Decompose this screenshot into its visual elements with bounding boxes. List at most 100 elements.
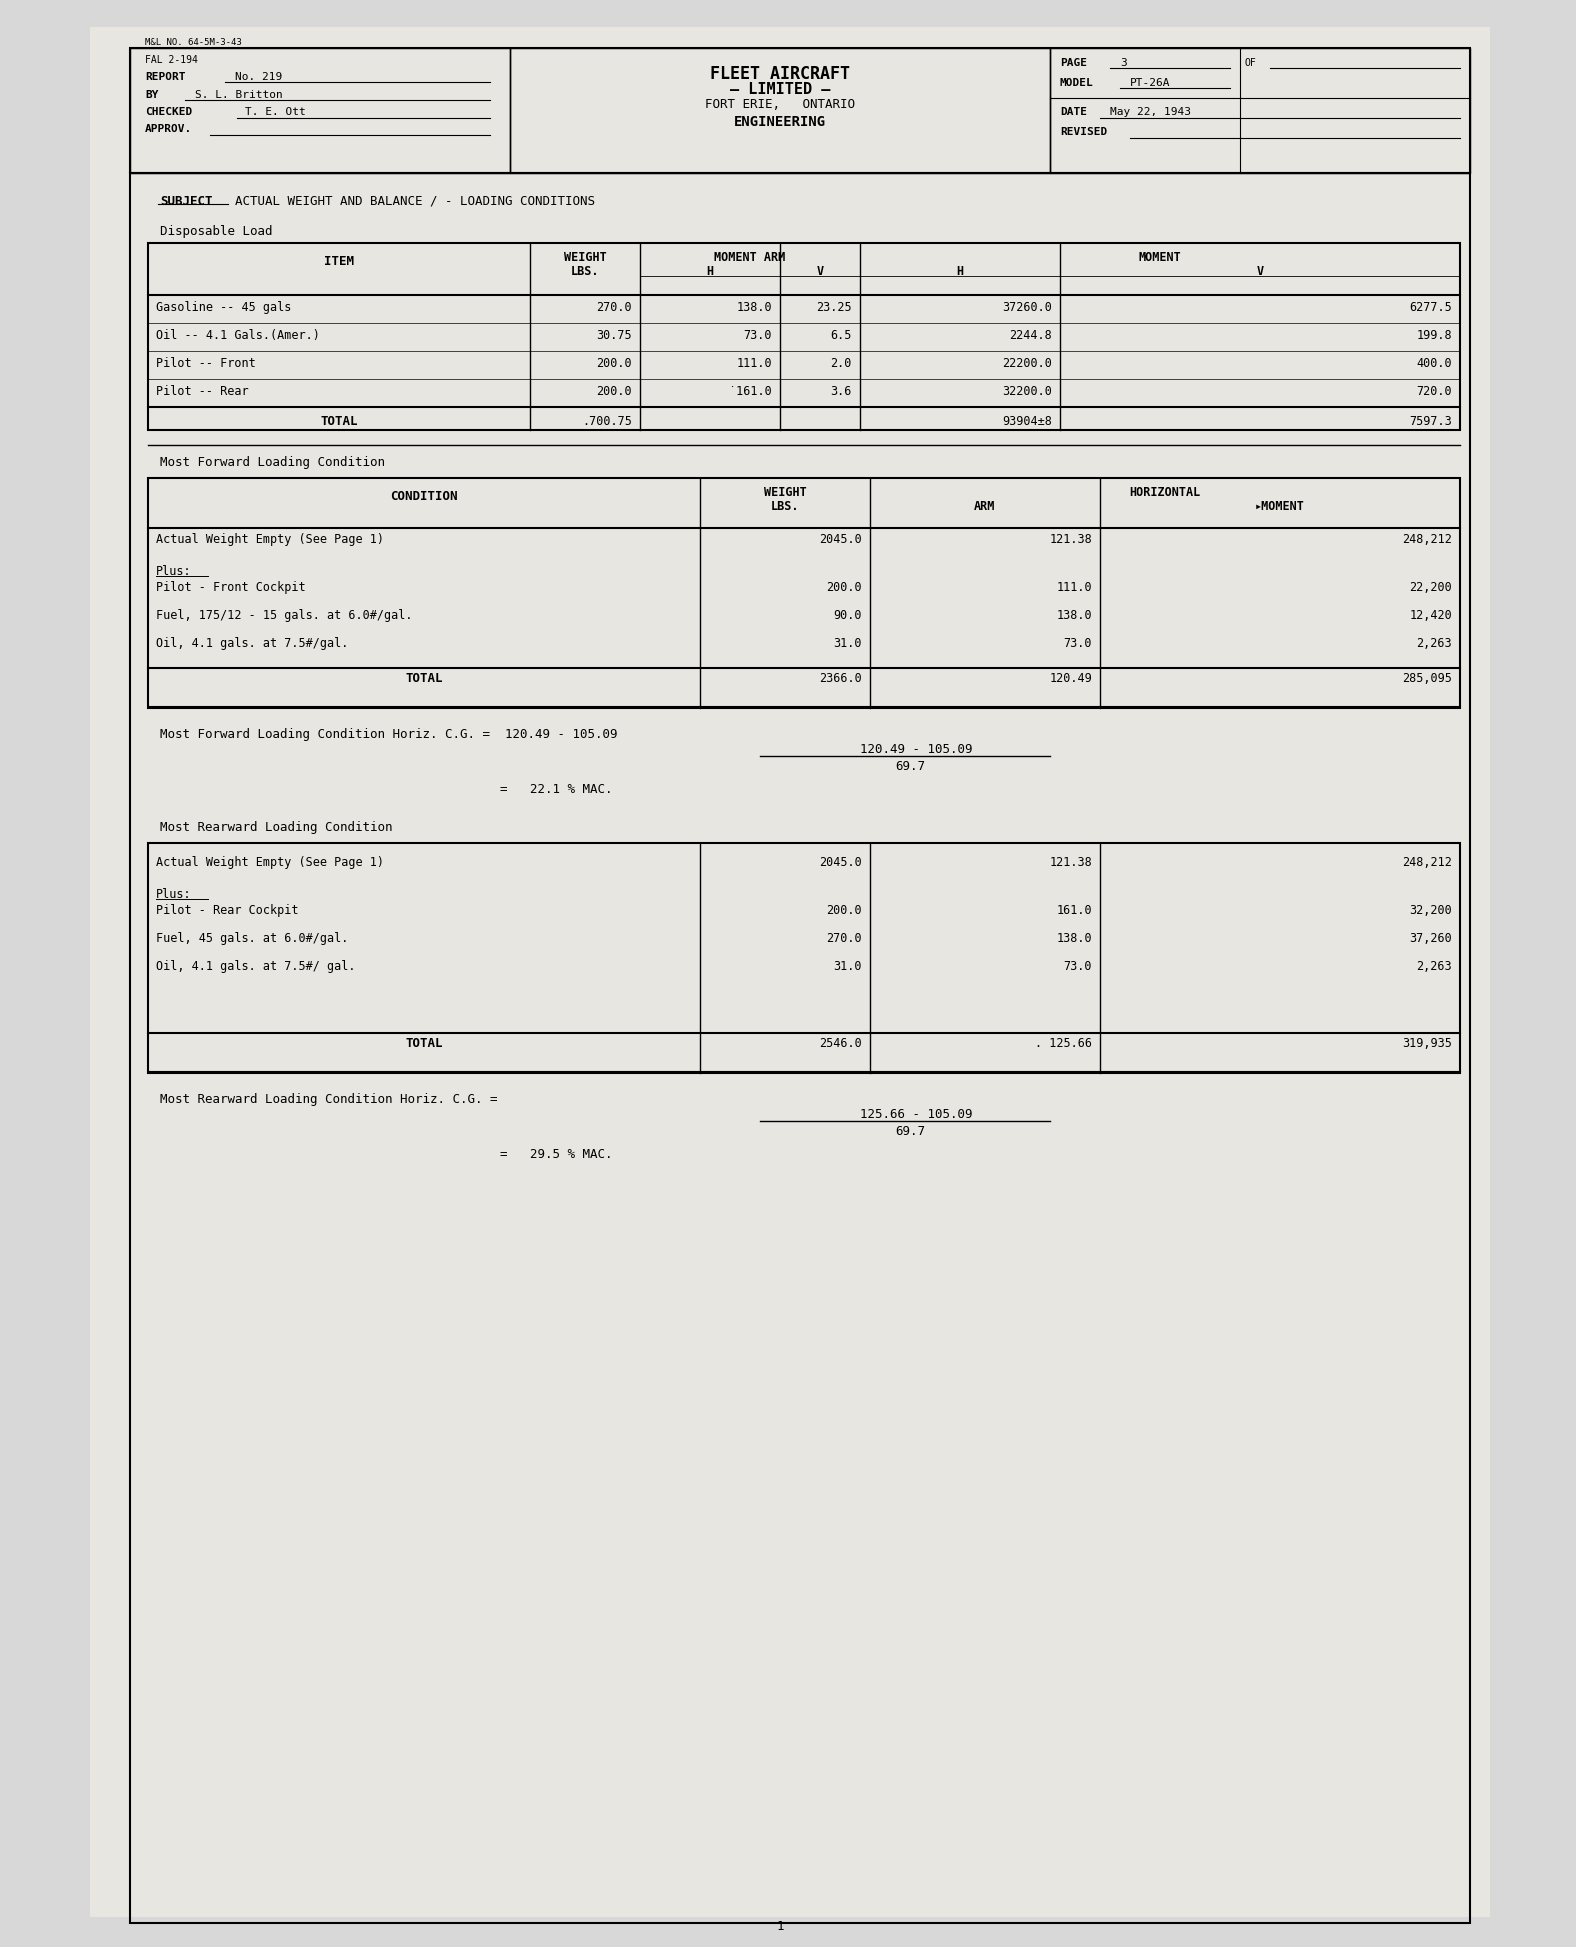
Text: ENGINEERING: ENGINEERING bbox=[734, 115, 826, 129]
Text: 12,420: 12,420 bbox=[1409, 609, 1451, 621]
Text: M&L NO. 64-5M-3-43: M&L NO. 64-5M-3-43 bbox=[145, 39, 241, 47]
Text: HORIZONTAL: HORIZONTAL bbox=[1130, 487, 1201, 498]
Text: MODEL: MODEL bbox=[1061, 78, 1094, 88]
Bar bbox=[90, 27, 1489, 1918]
Text: 2045.0: 2045.0 bbox=[820, 533, 862, 545]
Text: 37,260: 37,260 bbox=[1409, 933, 1451, 944]
Text: 270.0: 270.0 bbox=[596, 302, 632, 313]
Text: 2366.0: 2366.0 bbox=[820, 672, 862, 685]
Text: Plus:: Plus: bbox=[156, 888, 192, 901]
Text: TOTAL: TOTAL bbox=[405, 672, 443, 685]
Text: 6.5: 6.5 bbox=[831, 329, 853, 343]
Text: 120.49 - 105.09: 120.49 - 105.09 bbox=[860, 744, 972, 755]
Text: ITEM: ITEM bbox=[325, 255, 355, 269]
Text: Most Rearward Loading Condition Horiz. C.G. =: Most Rearward Loading Condition Horiz. C… bbox=[161, 1092, 498, 1106]
Text: 73.0: 73.0 bbox=[1064, 960, 1092, 974]
Text: 138.0: 138.0 bbox=[1056, 933, 1092, 944]
Text: MOMENT ARM: MOMENT ARM bbox=[714, 251, 785, 265]
Text: Actual Weight Empty (See Page 1): Actual Weight Empty (See Page 1) bbox=[156, 857, 385, 868]
Text: PT-26A: PT-26A bbox=[1130, 78, 1171, 88]
Text: 7597.3: 7597.3 bbox=[1409, 415, 1451, 428]
Text: CHECKED: CHECKED bbox=[145, 107, 192, 117]
Text: No. 219: No. 219 bbox=[235, 72, 282, 82]
Text: ˙161.0: ˙161.0 bbox=[730, 386, 772, 397]
Text: 6277.5: 6277.5 bbox=[1409, 302, 1451, 313]
Text: REVISED: REVISED bbox=[1061, 127, 1108, 136]
Text: 121.38: 121.38 bbox=[1050, 857, 1092, 868]
Text: 69.7: 69.7 bbox=[895, 1125, 925, 1137]
Text: ▸MOMENT: ▸MOMENT bbox=[1254, 500, 1305, 512]
Text: =   29.5 % MAC.: = 29.5 % MAC. bbox=[500, 1149, 613, 1160]
Text: Pilot -- Front: Pilot -- Front bbox=[156, 356, 255, 370]
Text: 720.0: 720.0 bbox=[1417, 386, 1451, 397]
Text: 37260.0: 37260.0 bbox=[1002, 302, 1053, 313]
Text: Oil, 4.1 gals. at 7.5#/ gal.: Oil, 4.1 gals. at 7.5#/ gal. bbox=[156, 960, 356, 974]
Text: Pilot - Rear Cockpit: Pilot - Rear Cockpit bbox=[156, 903, 298, 917]
Text: TOTAL: TOTAL bbox=[320, 415, 358, 428]
Text: 319,935: 319,935 bbox=[1403, 1038, 1451, 1049]
Text: WEIGHT: WEIGHT bbox=[564, 251, 607, 265]
Text: 161.0: 161.0 bbox=[1056, 903, 1092, 917]
Text: 2546.0: 2546.0 bbox=[820, 1038, 862, 1049]
Text: 248,212: 248,212 bbox=[1403, 857, 1451, 868]
Text: Oil -- 4.1 Gals.(Amer.): Oil -- 4.1 Gals.(Amer.) bbox=[156, 329, 320, 343]
Bar bbox=[148, 243, 1459, 430]
Text: V: V bbox=[1256, 265, 1264, 278]
Text: 23.25: 23.25 bbox=[816, 302, 853, 313]
Text: 90.0: 90.0 bbox=[834, 609, 862, 621]
Text: ACTUAL WEIGHT AND BALANCE / - LOADING CONDITIONS: ACTUAL WEIGHT AND BALANCE / - LOADING CO… bbox=[235, 195, 596, 208]
Text: Gasoline -- 45 gals: Gasoline -- 45 gals bbox=[156, 302, 292, 313]
Bar bbox=[129, 49, 511, 173]
Text: DATE: DATE bbox=[1061, 107, 1087, 117]
Text: 200.0: 200.0 bbox=[596, 386, 632, 397]
Text: Pilot -- Rear: Pilot -- Rear bbox=[156, 386, 249, 397]
Text: V: V bbox=[816, 265, 824, 278]
Bar bbox=[148, 843, 1459, 1073]
Text: 3: 3 bbox=[1121, 58, 1127, 68]
Text: Oil, 4.1 gals. at 7.5#/gal.: Oil, 4.1 gals. at 7.5#/gal. bbox=[156, 637, 348, 650]
Text: 200.0: 200.0 bbox=[826, 580, 862, 594]
Text: 285,095: 285,095 bbox=[1403, 672, 1451, 685]
Text: 22200.0: 22200.0 bbox=[1002, 356, 1053, 370]
Text: 248,212: 248,212 bbox=[1403, 533, 1451, 545]
Text: 199.8: 199.8 bbox=[1417, 329, 1451, 343]
Text: 1: 1 bbox=[777, 1920, 783, 1933]
Text: MOMENT: MOMENT bbox=[1138, 251, 1182, 265]
Text: CONDITION: CONDITION bbox=[391, 491, 457, 502]
Text: FLEET AIRCRAFT: FLEET AIRCRAFT bbox=[711, 64, 849, 84]
Text: 270.0: 270.0 bbox=[826, 933, 862, 944]
Text: 125.66 - 105.09: 125.66 - 105.09 bbox=[860, 1108, 972, 1121]
Text: PAGE: PAGE bbox=[1061, 58, 1087, 68]
Text: 31.0: 31.0 bbox=[834, 960, 862, 974]
Text: 30.75: 30.75 bbox=[596, 329, 632, 343]
Text: Most Forward Loading Condition Horiz. C.G. =  120.49 - 105.09: Most Forward Loading Condition Horiz. C.… bbox=[161, 728, 618, 742]
Text: OF: OF bbox=[1245, 58, 1256, 68]
Text: 121.38: 121.38 bbox=[1050, 533, 1092, 545]
Text: .700.75: .700.75 bbox=[582, 415, 632, 428]
Text: 138.0: 138.0 bbox=[736, 302, 772, 313]
Text: 31.0: 31.0 bbox=[834, 637, 862, 650]
Text: 200.0: 200.0 bbox=[826, 903, 862, 917]
Text: H: H bbox=[706, 265, 714, 278]
Text: FORT ERIE,   ONTARIO: FORT ERIE, ONTARIO bbox=[704, 97, 856, 111]
Text: 120.49: 120.49 bbox=[1050, 672, 1092, 685]
Text: 138.0: 138.0 bbox=[1056, 609, 1092, 621]
Text: T. E. Ott: T. E. Ott bbox=[244, 107, 306, 117]
Bar bbox=[511, 49, 1050, 173]
Text: 3.6: 3.6 bbox=[831, 386, 853, 397]
Text: BY: BY bbox=[145, 90, 159, 99]
Text: Plus:: Plus: bbox=[156, 565, 192, 578]
Text: =   22.1 % MAC.: = 22.1 % MAC. bbox=[500, 783, 613, 796]
Text: 69.7: 69.7 bbox=[895, 759, 925, 773]
Text: 2,263: 2,263 bbox=[1417, 637, 1451, 650]
Text: 22,200: 22,200 bbox=[1409, 580, 1451, 594]
Bar bbox=[148, 479, 1459, 709]
Text: APPROV.: APPROV. bbox=[145, 125, 192, 134]
Text: 73.0: 73.0 bbox=[744, 329, 772, 343]
Text: Fuel, 45 gals. at 6.0#/gal.: Fuel, 45 gals. at 6.0#/gal. bbox=[156, 933, 348, 944]
Text: 111.0: 111.0 bbox=[1056, 580, 1092, 594]
Text: H: H bbox=[957, 265, 963, 278]
Text: 73.0: 73.0 bbox=[1064, 637, 1092, 650]
Text: Most Forward Loading Condition: Most Forward Loading Condition bbox=[161, 456, 385, 469]
Text: . 125.66: . 125.66 bbox=[1035, 1038, 1092, 1049]
